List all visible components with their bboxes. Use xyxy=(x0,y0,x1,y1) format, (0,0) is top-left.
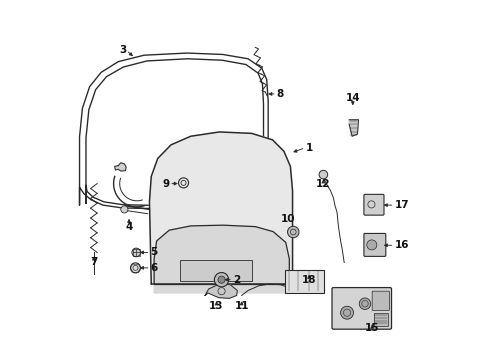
Polygon shape xyxy=(115,163,126,171)
FancyBboxPatch shape xyxy=(363,194,383,215)
Text: 15: 15 xyxy=(364,324,379,333)
Polygon shape xyxy=(154,225,289,293)
Bar xyxy=(132,249,140,256)
Bar xyxy=(285,270,324,293)
Text: 8: 8 xyxy=(276,89,284,99)
Text: 7: 7 xyxy=(90,257,98,267)
Circle shape xyxy=(132,248,140,257)
Text: 9: 9 xyxy=(162,179,169,189)
Circle shape xyxy=(214,273,228,287)
Text: 2: 2 xyxy=(233,275,240,285)
Text: 17: 17 xyxy=(394,200,408,210)
Circle shape xyxy=(366,240,376,250)
Circle shape xyxy=(319,170,327,179)
Text: 6: 6 xyxy=(150,263,158,273)
FancyBboxPatch shape xyxy=(331,288,391,329)
Text: 10: 10 xyxy=(280,215,294,224)
Text: 11: 11 xyxy=(234,301,248,311)
Circle shape xyxy=(130,263,140,273)
FancyBboxPatch shape xyxy=(371,291,388,311)
Circle shape xyxy=(340,306,353,319)
Circle shape xyxy=(359,298,370,310)
Text: 5: 5 xyxy=(150,247,158,257)
Text: 14: 14 xyxy=(345,93,359,103)
Bar xyxy=(180,260,251,281)
Bar xyxy=(373,313,387,326)
Text: 12: 12 xyxy=(316,179,330,189)
FancyBboxPatch shape xyxy=(363,233,385,256)
Circle shape xyxy=(218,276,224,283)
Text: 4: 4 xyxy=(125,222,132,232)
Polygon shape xyxy=(204,284,237,298)
Circle shape xyxy=(287,226,298,238)
Text: 18: 18 xyxy=(301,275,316,285)
Polygon shape xyxy=(149,132,292,284)
Text: 1: 1 xyxy=(305,143,312,153)
Text: 16: 16 xyxy=(394,240,408,250)
Circle shape xyxy=(121,206,128,213)
Text: 3: 3 xyxy=(119,45,126,55)
Text: 13: 13 xyxy=(209,301,224,311)
Polygon shape xyxy=(348,120,358,136)
